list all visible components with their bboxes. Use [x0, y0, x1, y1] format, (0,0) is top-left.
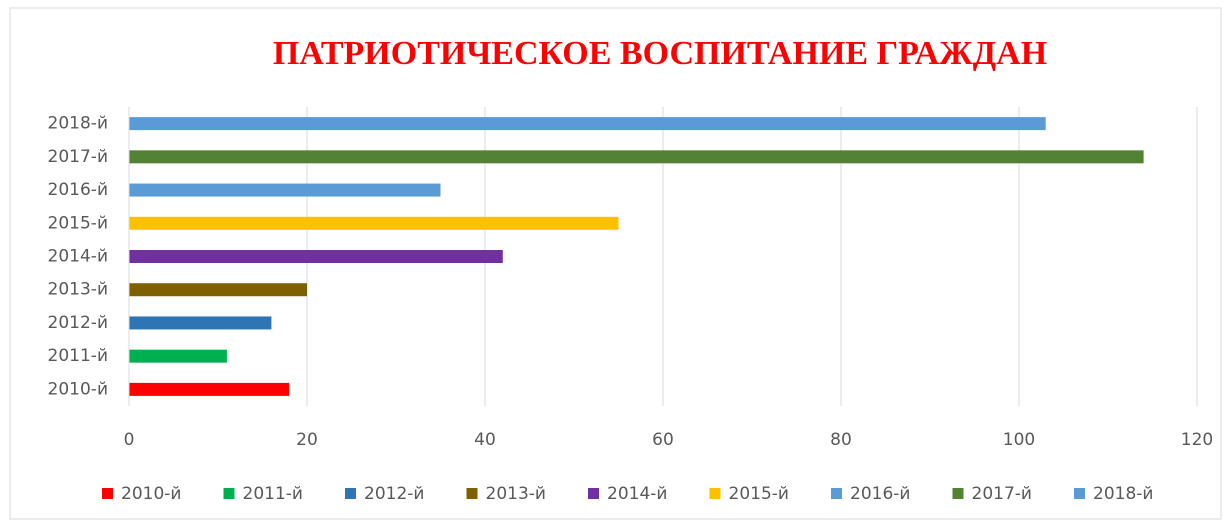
chart-title: ПАТРИОТИЧЕСКОЕ ВОСПИТАНИЕ ГРАЖДАН: [273, 35, 1047, 72]
legend-swatch: [831, 488, 842, 499]
legend-swatch: [102, 488, 113, 499]
y-tick-label: 2014-й: [48, 247, 108, 267]
y-tick-label: 2013-й: [48, 280, 108, 300]
x-tick-label: 20: [296, 430, 318, 450]
legend-swatch: [1074, 488, 1085, 499]
legend-label: 2018-й: [1093, 484, 1153, 504]
x-tick-label: 60: [652, 430, 674, 450]
legend-label: 2013-й: [486, 484, 546, 504]
legend-label: 2016-й: [850, 484, 910, 504]
bar: [129, 216, 619, 230]
legend-swatch: [588, 488, 599, 499]
legend-swatch: [952, 488, 964, 499]
legend-label: 2010-й: [121, 484, 181, 504]
y-tick-label: 2010-й: [48, 379, 108, 399]
bar: [129, 316, 272, 330]
x-tick-label: 100: [1003, 430, 1035, 450]
chart-border: [9, 7, 1222, 520]
bar: [129, 283, 307, 297]
x-tick-label: 120: [1181, 430, 1213, 450]
y-tick-label: 2016-й: [48, 180, 108, 200]
bar: [129, 382, 290, 396]
x-tick-label: 80: [830, 430, 852, 450]
bar: [129, 183, 441, 197]
legend-label: 2011-й: [243, 484, 303, 504]
legend-label: 2012-й: [364, 484, 424, 504]
y-tick-label: 2017-й: [48, 147, 108, 167]
y-tick-label: 2011-й: [48, 346, 108, 366]
x-tick-label: 0: [124, 430, 135, 450]
bar: [129, 349, 227, 363]
y-tick-label: 2015-й: [48, 213, 108, 233]
bar: [129, 150, 1144, 164]
legend-swatch: [709, 488, 721, 499]
bar: [129, 117, 1046, 131]
y-tick-label: 2018-й: [48, 114, 108, 134]
legend-label: 2017-й: [972, 484, 1032, 504]
legend-swatch: [345, 488, 356, 499]
legend-label: 2015-й: [729, 484, 789, 504]
legend-swatch: [466, 488, 478, 499]
bar: [129, 250, 503, 263]
legend-label: 2014-й: [607, 484, 667, 504]
x-tick-label: 40: [474, 430, 496, 450]
legend-swatch: [223, 488, 235, 499]
y-tick-label: 2012-й: [48, 313, 108, 333]
